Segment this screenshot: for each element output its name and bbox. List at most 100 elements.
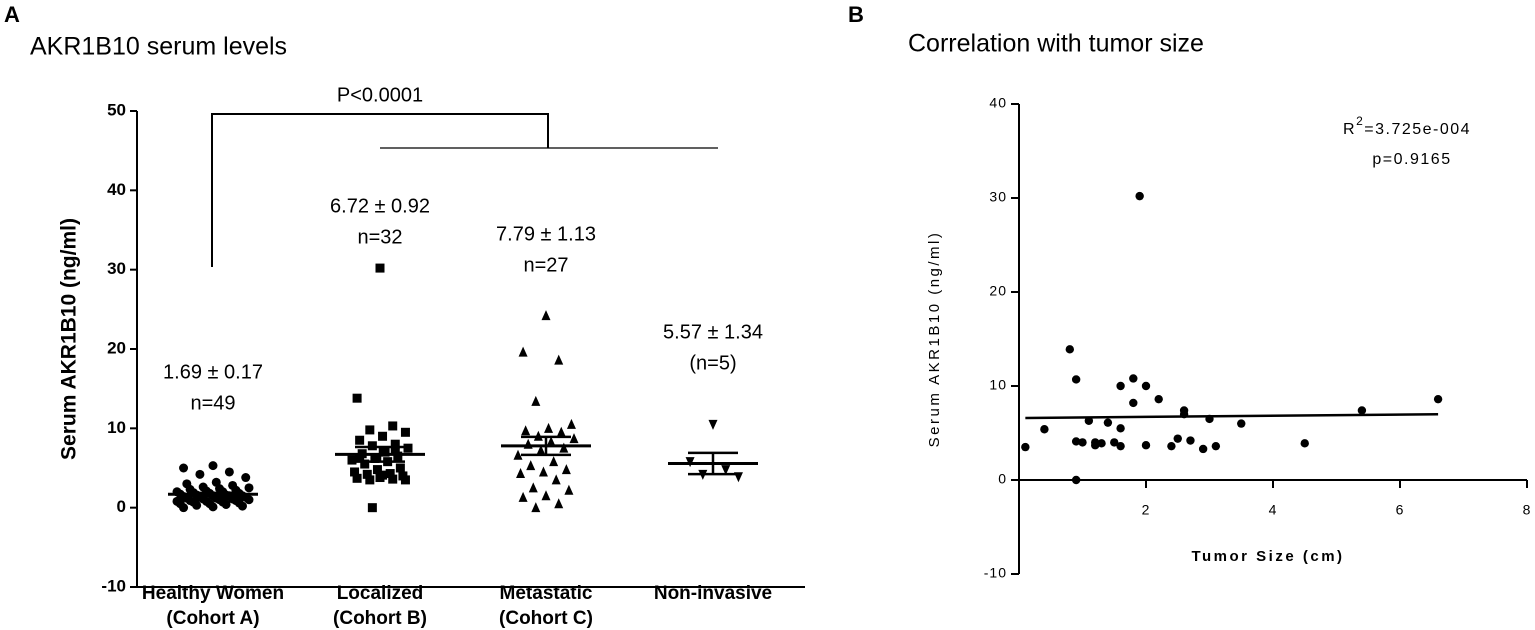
- data-point: [237, 501, 247, 511]
- data-point: [1103, 418, 1113, 427]
- data-point: [564, 484, 574, 495]
- regression-line: [1025, 412, 1439, 420]
- data-point: [179, 503, 189, 513]
- y-tick-label: 0: [117, 497, 126, 516]
- data-point: [400, 427, 410, 437]
- data-point: [347, 455, 357, 465]
- n-label: (n=5): [689, 352, 736, 374]
- x-tick-label: Non-invasive: [654, 583, 772, 604]
- data-point: [721, 465, 731, 476]
- x-tick-label: (Cohort B): [333, 608, 427, 629]
- data-point: [554, 354, 564, 365]
- data-point: [551, 474, 561, 485]
- data-point: [1040, 425, 1049, 434]
- x-tick-label: 2: [1142, 502, 1151, 518]
- data-point: [221, 499, 231, 509]
- data-point: [1357, 406, 1367, 415]
- data-point: [526, 460, 536, 471]
- data-point: [378, 470, 388, 480]
- data-point: [1167, 441, 1176, 451]
- data-point: [390, 446, 400, 456]
- data-point: [1116, 381, 1125, 391]
- x-tick-label: (Cohort A): [166, 608, 259, 629]
- y-tick-label: 40: [989, 95, 1007, 111]
- data-point: [388, 474, 398, 484]
- data-point: [390, 439, 400, 449]
- data-point: [559, 442, 569, 453]
- data-point: [554, 498, 564, 509]
- data-point: [518, 491, 528, 502]
- y-tick-label: 30: [107, 259, 126, 278]
- significance-bracket: [211, 113, 549, 267]
- data-point: [1135, 191, 1144, 201]
- data-point: [1071, 375, 1081, 384]
- y-tick-label: 40: [107, 180, 126, 199]
- y-tick-label: 50: [107, 100, 126, 119]
- data-point: [1129, 374, 1138, 383]
- data-point: [538, 466, 548, 477]
- data-point: [1211, 441, 1221, 451]
- x-tick-label: Healthy Women: [142, 583, 284, 604]
- data-point: [1141, 441, 1151, 450]
- data-point: [352, 473, 362, 483]
- n-label: n=27: [523, 254, 568, 276]
- y-axis-label: Serum AKR1B10 (ng/ml): [58, 218, 81, 460]
- chart-title: AKR1B10 serum levels: [30, 33, 287, 61]
- error-bar: [355, 445, 405, 463]
- data-point: [1078, 438, 1087, 447]
- data-point: [388, 421, 398, 431]
- data-point: [355, 453, 365, 463]
- error-bar: [188, 491, 238, 497]
- data-point: [224, 467, 234, 477]
- x-tick-label: 4: [1269, 502, 1278, 518]
- data-point: [556, 426, 566, 437]
- data-point: [352, 393, 362, 403]
- data-point: [385, 469, 395, 479]
- data-point: [531, 502, 541, 513]
- data-point: [1154, 394, 1163, 404]
- n-label: n=32: [357, 226, 402, 248]
- data-point: [1186, 436, 1195, 445]
- x-tick-label: 8: [1523, 502, 1532, 518]
- data-point: [1198, 444, 1208, 454]
- data-point: [1110, 438, 1119, 447]
- y-tick-label: 20: [107, 338, 126, 357]
- y-tick-label: 0: [998, 471, 1007, 487]
- y-tick-label: 20: [989, 283, 1007, 299]
- data-point: [375, 263, 385, 273]
- data-point: [244, 495, 254, 505]
- data-point: [1116, 424, 1125, 433]
- data-point: [362, 469, 372, 479]
- data-point: [569, 433, 579, 444]
- data-point: [1300, 439, 1309, 448]
- data-point: [208, 461, 218, 471]
- x-tick-label: (Cohort C): [499, 608, 593, 629]
- y-tick-label: 30: [989, 189, 1007, 205]
- n-label: n=49: [190, 392, 235, 414]
- data-point: [566, 418, 576, 429]
- y-tick-label: 10: [989, 377, 1007, 393]
- y-tick-label: 10: [107, 418, 126, 437]
- significance-label: P<0.0001: [337, 84, 423, 106]
- data-point: [1129, 398, 1138, 408]
- x-tick-label: Metastatic: [500, 583, 593, 604]
- data-point: [195, 469, 205, 479]
- x-axis-label: Tumor Size (cm): [1191, 548, 1344, 565]
- mean-label: 7.79 ± 1.13: [496, 223, 596, 245]
- y-axis-label: Serum AKR1B10 (ng/ml): [926, 231, 943, 448]
- panel-label: B: [848, 2, 864, 27]
- data-point: [1141, 381, 1151, 391]
- data-point: [549, 456, 559, 467]
- r-squared-label: 2: [1356, 114, 1364, 128]
- data-point: [541, 310, 551, 321]
- data-point: [403, 443, 413, 453]
- data-point: [1091, 441, 1100, 450]
- data-point: [1097, 439, 1106, 448]
- data-point: [367, 503, 377, 513]
- r-squared-label: R2=3.725e-004: [1343, 114, 1471, 138]
- data-point: [360, 459, 370, 469]
- y-tick-label: -10: [984, 565, 1007, 581]
- panel-label: A: [4, 2, 20, 27]
- data-point: [244, 483, 254, 493]
